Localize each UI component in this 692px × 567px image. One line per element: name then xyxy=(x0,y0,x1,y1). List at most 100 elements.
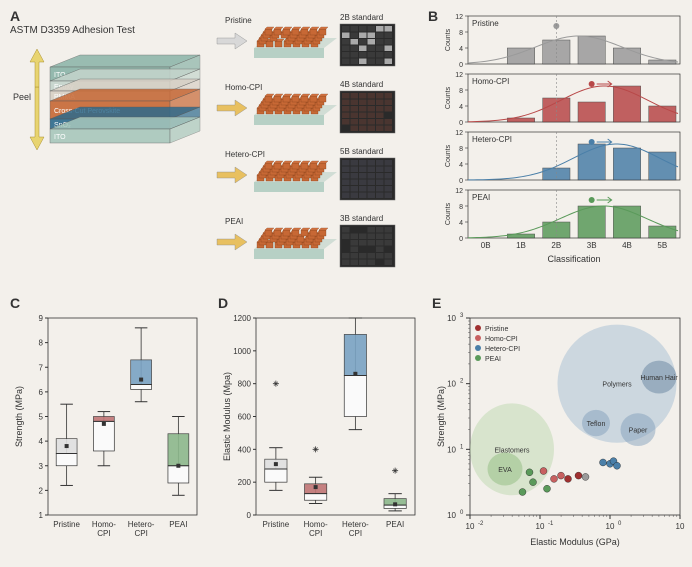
svg-text:12: 12 xyxy=(455,72,463,79)
svg-text:Pristine: Pristine xyxy=(263,520,290,529)
svg-text:12: 12 xyxy=(455,188,463,195)
svg-text:Counts: Counts xyxy=(445,28,452,51)
svg-text:CPI: CPI xyxy=(134,529,147,538)
svg-text:Hetero-CPI: Hetero-CPI xyxy=(225,150,265,159)
layer-stack-diagram: PeelITOEpoxyPMMACross-Cut PerovskiteSnO₂… xyxy=(10,42,205,242)
ashby-scatter: 10-210-1100101100101102103Elastic Modulu… xyxy=(432,310,687,555)
panel-d: 0 200 400 600 800 1000 1200 Elastic Modulus (Mp… xyxy=(218,310,423,555)
panel-c: 123456789Strength (MPa)PristineHomo-CPIH… xyxy=(10,310,205,555)
svg-text:CPI: CPI xyxy=(97,529,110,538)
svg-text:PEAI: PEAI xyxy=(386,520,404,529)
svg-text:Classification: Classification xyxy=(547,254,600,264)
svg-text:10: 10 xyxy=(466,522,475,531)
strength-boxplot: 123456789Strength (MPa)PristineHomo-CPIH… xyxy=(10,310,205,555)
svg-text:PEAI: PEAI xyxy=(225,217,243,226)
svg-text:0B: 0B xyxy=(481,241,491,250)
svg-text:5B: 5B xyxy=(657,241,667,250)
svg-text:2: 2 xyxy=(460,379,464,385)
svg-text:3B standard: 3B standard xyxy=(340,214,383,223)
samples-diagram: Pristine2B standardHomo-CPI4B standardHe… xyxy=(215,10,415,280)
panel-label-b: B xyxy=(428,8,438,24)
svg-text:Hetero-: Hetero- xyxy=(342,520,369,529)
svg-text:CPI: CPI xyxy=(309,529,322,538)
svg-text:4: 4 xyxy=(459,162,463,169)
svg-text:Homo-: Homo- xyxy=(92,520,116,529)
svg-text:4: 4 xyxy=(459,46,463,53)
svg-text:3B: 3B xyxy=(587,241,597,250)
histogram-chart: Pristine04812CountsHomo-CPI04812CountsHe… xyxy=(440,12,685,282)
svg-text:Elastic Modulus (Mpa): Elastic Modulus (Mpa) xyxy=(222,372,232,461)
panel-b: Pristine04812CountsHomo-CPI04812CountsHe… xyxy=(440,12,685,282)
svg-text:EVA: EVA xyxy=(498,467,512,474)
svg-text:Polymers: Polymers xyxy=(602,382,632,389)
svg-text:Paper: Paper xyxy=(629,428,648,435)
svg-text:10: 10 xyxy=(447,445,456,454)
svg-text:9: 9 xyxy=(39,314,44,323)
svg-text:3: 3 xyxy=(460,313,464,319)
svg-text:-1: -1 xyxy=(548,521,554,527)
svg-text:Strength (MPa): Strength (MPa) xyxy=(14,386,24,447)
svg-text:0: 0 xyxy=(618,521,622,527)
svg-text:4B standard: 4B standard xyxy=(340,80,383,89)
svg-text:Peel: Peel xyxy=(13,92,31,102)
svg-text:3: 3 xyxy=(39,462,44,471)
svg-text:1000: 1000 xyxy=(233,347,251,356)
svg-text:ITO: ITO xyxy=(54,134,66,141)
svg-text:Homo-CPI: Homo-CPI xyxy=(225,83,262,92)
panel-e: 10-210-1100101100101102103Elastic Modulu… xyxy=(432,310,687,555)
svg-text:10: 10 xyxy=(447,511,456,520)
svg-text:0: 0 xyxy=(459,236,463,243)
svg-text:200: 200 xyxy=(238,478,252,487)
svg-text:0: 0 xyxy=(460,510,464,516)
svg-text:Elastomers: Elastomers xyxy=(494,447,530,454)
svg-text:10: 10 xyxy=(676,522,685,531)
svg-text:4B: 4B xyxy=(622,241,632,250)
svg-text:Strength (MPa): Strength (MPa) xyxy=(436,386,446,447)
svg-text:0: 0 xyxy=(247,511,252,520)
svg-text:8: 8 xyxy=(459,204,463,211)
panel-a-left: ASTM D3359 Adhesion Test PeelITOEpoxyPMM… xyxy=(10,25,210,242)
svg-text:-2: -2 xyxy=(478,521,484,527)
modulus-boxplot: 0 200 400 600 800 1000 1200 Elastic Modulus (Mp… xyxy=(218,310,423,555)
svg-text:1B: 1B xyxy=(516,241,526,250)
svg-text:Hetero-CPI: Hetero-CPI xyxy=(485,346,520,353)
svg-text:1: 1 xyxy=(460,444,464,450)
svg-text:Counts: Counts xyxy=(445,144,452,167)
svg-text:8: 8 xyxy=(39,339,44,348)
svg-text:4: 4 xyxy=(459,104,463,111)
panel-label-a: A xyxy=(10,8,20,24)
svg-text:8: 8 xyxy=(459,146,463,153)
svg-text:Elastic Modulus (GPa): Elastic Modulus (GPa) xyxy=(530,537,620,547)
adhesion-title: ASTM D3359 Adhesion Test xyxy=(10,25,210,36)
svg-text:12: 12 xyxy=(455,14,463,21)
svg-text:10: 10 xyxy=(536,522,545,531)
svg-text:10: 10 xyxy=(447,314,456,323)
svg-text:2B standard: 2B standard xyxy=(340,13,383,22)
svg-text:600: 600 xyxy=(238,413,252,422)
svg-text:8: 8 xyxy=(459,88,463,95)
svg-text:Counts: Counts xyxy=(445,202,452,225)
svg-text:10: 10 xyxy=(606,522,615,531)
panel-a-right: Pristine2B standardHomo-CPI4B standardHe… xyxy=(215,10,415,280)
svg-text:0: 0 xyxy=(459,120,463,127)
svg-text:Hetero-: Hetero- xyxy=(128,520,155,529)
svg-text:Counts: Counts xyxy=(445,86,452,109)
svg-text:5B standard: 5B standard xyxy=(340,147,383,156)
svg-text:6: 6 xyxy=(39,388,44,397)
panel-label-e: E xyxy=(432,295,441,311)
svg-text:800: 800 xyxy=(238,380,252,389)
svg-text:5: 5 xyxy=(39,413,44,422)
svg-text:7: 7 xyxy=(39,363,44,372)
svg-text:400: 400 xyxy=(238,445,252,454)
svg-text:0: 0 xyxy=(459,62,463,69)
svg-text:Pristine: Pristine xyxy=(485,326,508,333)
svg-text:CPI: CPI xyxy=(349,529,362,538)
svg-text:PEAI: PEAI xyxy=(169,520,187,529)
svg-text:10: 10 xyxy=(447,380,456,389)
svg-text:PEAI: PEAI xyxy=(472,193,490,202)
svg-text:1200: 1200 xyxy=(233,314,251,323)
svg-text:Homo-CPI: Homo-CPI xyxy=(472,77,509,86)
svg-text:1: 1 xyxy=(39,511,44,520)
svg-text:Pristine: Pristine xyxy=(472,19,499,28)
svg-text:Hetero-CPI: Hetero-CPI xyxy=(472,135,512,144)
